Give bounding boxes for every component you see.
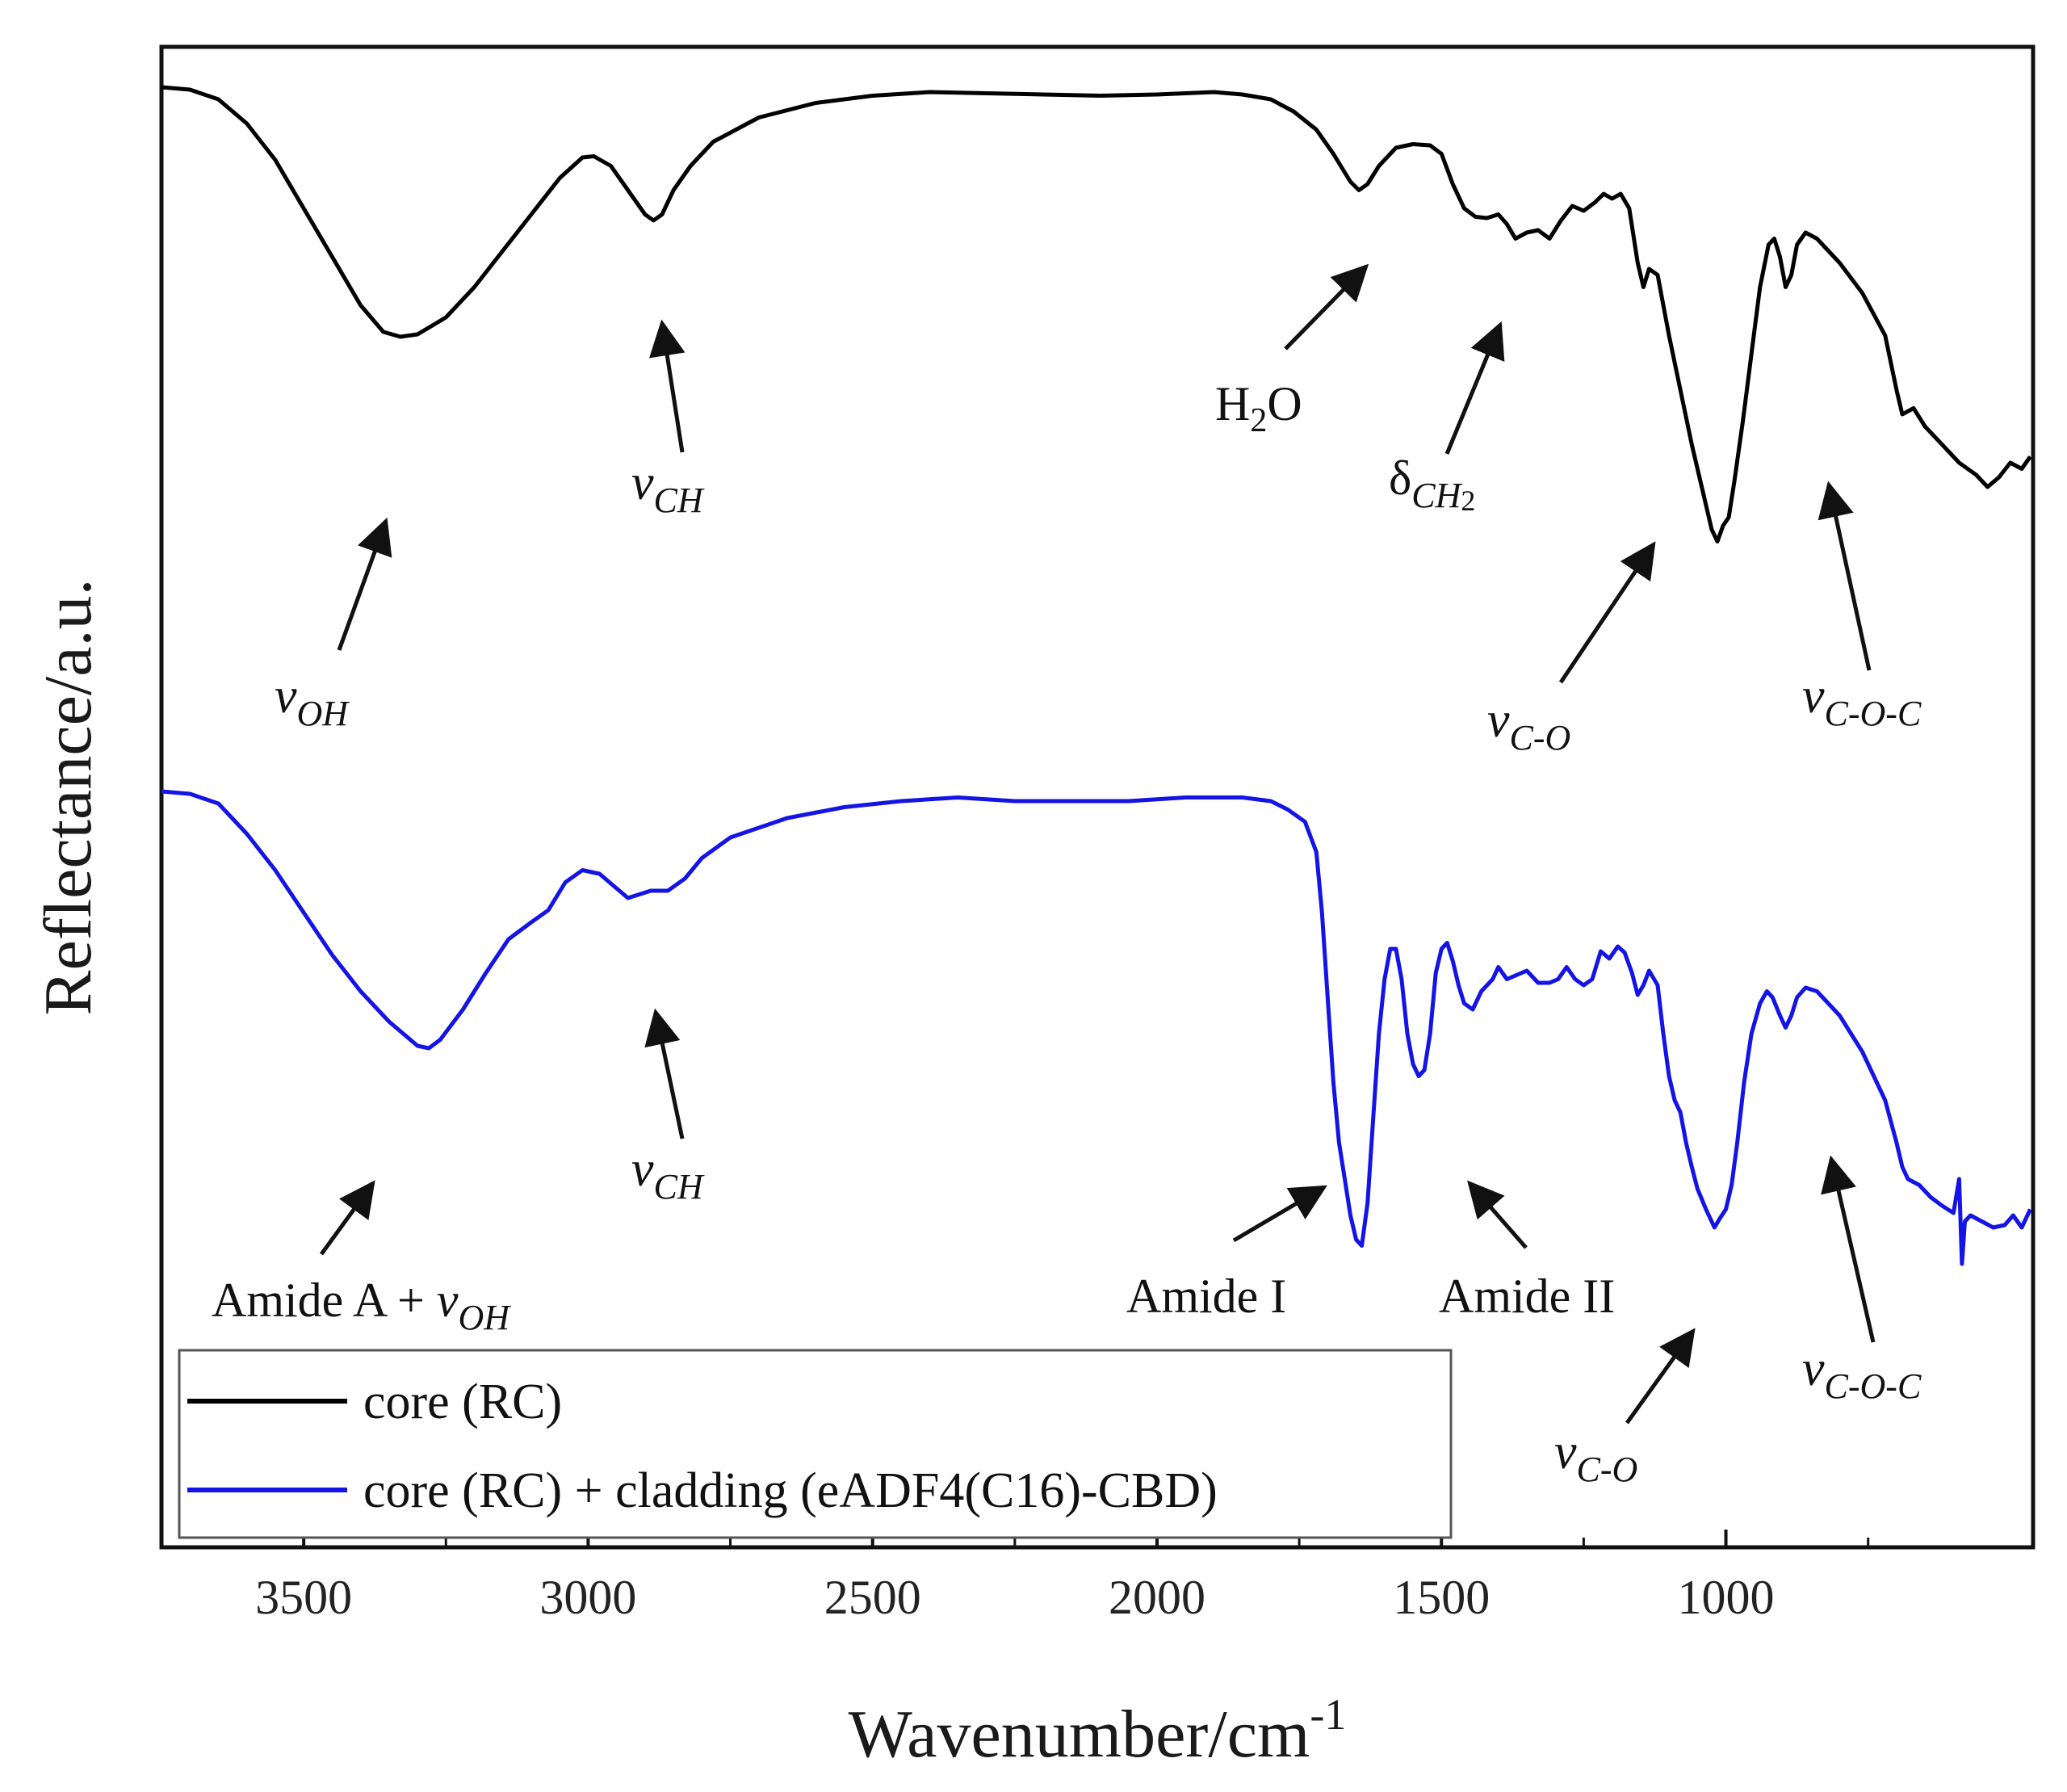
annotation-arrows	[319, 263, 1876, 1425]
label-amide-a: Amide A + vOH	[212, 1274, 511, 1337]
arrow-amide-ii	[1467, 1180, 1528, 1249]
label-vch-bottom: vCH	[631, 1142, 705, 1207]
label-amide-i: Amide I	[1126, 1270, 1286, 1323]
legend: core (RC) core (RC) + cladding (eADF4(C1…	[178, 1349, 1453, 1539]
arrow-vco-bottom	[1625, 1328, 1696, 1425]
label-vcoc-bottom: vC-O-C	[1802, 1341, 1922, 1406]
x-tick-label-3500: 3500	[255, 1571, 352, 1624]
label-vcoc-top: vC-O-C	[1802, 669, 1922, 733]
x-axis-title-superscript: -1	[1310, 1690, 1346, 1739]
arrow-vco-top	[1558, 541, 1656, 684]
legend-label-core: core (RC)	[363, 1374, 562, 1429]
annotation-labels: vOH vCH H2O δCH2 vC-O vC-O-C Amide A + v…	[212, 377, 1922, 1489]
x-axis-title: Wavenumber/cm-1	[849, 1690, 1347, 1772]
x-tick-label-3000: 3000	[539, 1571, 636, 1624]
x-tick-label-1500: 1500	[1393, 1571, 1490, 1624]
label-vch-top: vCH	[631, 455, 705, 520]
arrow-dch2	[1444, 321, 1505, 455]
arrow-voh	[337, 517, 392, 651]
arrow-amide-a	[319, 1180, 375, 1256]
x-tick-label-2500: 2500	[824, 1571, 921, 1624]
arrow-h2o	[1284, 263, 1369, 350]
x-tick-label-2000: 2000	[1109, 1571, 1205, 1624]
label-vco-top: vC-O	[1487, 693, 1570, 758]
label-voh: vOH	[275, 669, 350, 733]
arrow-vcoc-top	[1818, 481, 1872, 671]
label-amide-ii: Amide II	[1439, 1270, 1615, 1323]
series-line-core	[161, 85, 2032, 543]
x-tick-label-1000: 1000	[1678, 1571, 1775, 1624]
arrow-amide-i	[1232, 1185, 1327, 1243]
y-axis-title: Reflectance/a.u.	[31, 579, 106, 1016]
arrow-vch-top	[649, 319, 686, 453]
series-layer	[161, 85, 2032, 1266]
x-axis-ticks: 3500 3000 2500 2000 1500 1000	[160, 1530, 1870, 1624]
label-h2o: H2O	[1215, 377, 1302, 439]
legend-box	[178, 1349, 1453, 1539]
arrow-vcoc-bottom	[1821, 1155, 1876, 1343]
label-dch2: δCH2	[1389, 451, 1475, 517]
series-line-cladding	[161, 789, 2032, 1266]
plot-frame	[159, 44, 2036, 1550]
label-vco-bottom: vC-O	[1554, 1425, 1637, 1489]
arrow-vch-bottom	[644, 1008, 685, 1139]
legend-label-cladding: core (RC) + cladding (eADF4(C16)-CBD)	[363, 1463, 1218, 1518]
